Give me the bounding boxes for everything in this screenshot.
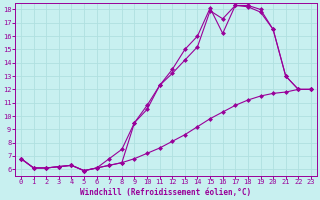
X-axis label: Windchill (Refroidissement éolien,°C): Windchill (Refroidissement éolien,°C) — [80, 188, 252, 197]
